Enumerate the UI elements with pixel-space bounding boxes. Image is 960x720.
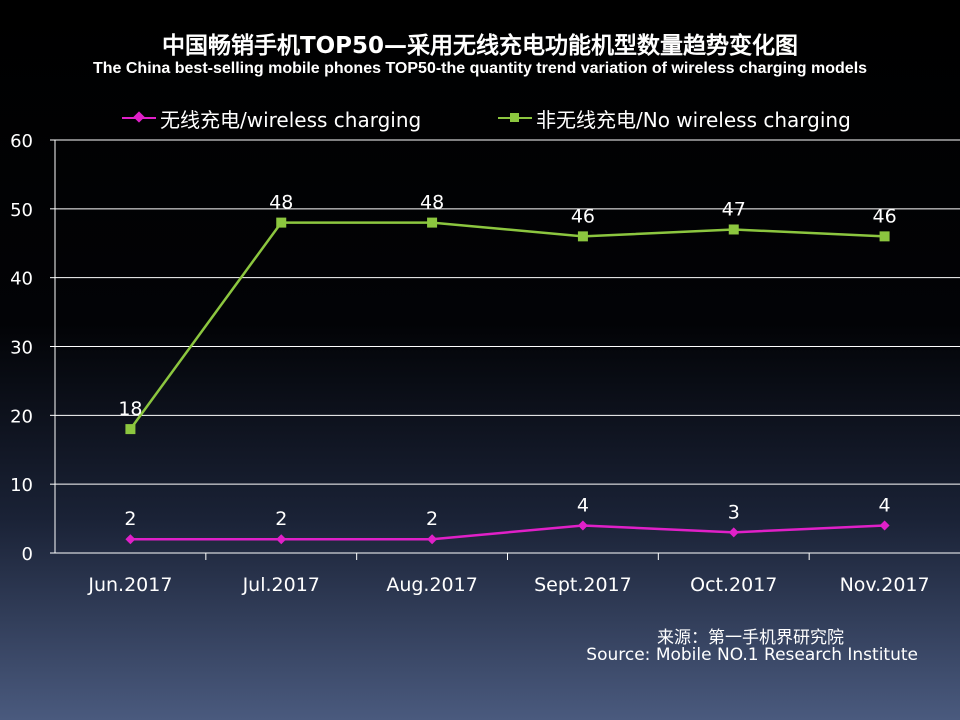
data-point-marker: [125, 534, 136, 545]
legend-line-wireless: [122, 111, 156, 123]
source-en: Source: Mobile NO.1 Research Institute: [586, 645, 918, 665]
x-tick-label: Nov.2017: [840, 574, 930, 596]
data-label: 46: [571, 205, 595, 227]
source-cn: 来源：第一手机界研究院: [657, 628, 844, 648]
data-label: 46: [872, 205, 896, 227]
chart-title-en: The China best-selling mobile phones TOP…: [92, 60, 868, 77]
y-tick-label: 50: [10, 200, 33, 221]
x-tick-label: Jul.2017: [242, 574, 320, 596]
series-line-1: [129, 221, 885, 430]
data-label: 48: [269, 192, 293, 214]
data-point-marker: [276, 217, 287, 228]
series-line-0: [130, 524, 885, 541]
data-label: 2: [426, 508, 438, 530]
y-tick-label: 30: [10, 338, 33, 359]
data-label: 3: [728, 501, 740, 523]
data-point-marker: [879, 520, 890, 531]
data-point-marker: [276, 534, 287, 545]
y-tick-label: 0: [22, 544, 33, 565]
legend: 无线充电/wireless charging 非无线充电/No wireless…: [0, 104, 960, 132]
data-point-marker: [125, 424, 136, 435]
y-tick-label: 10: [10, 475, 33, 496]
data-point-marker: [427, 534, 438, 545]
legend-item-wireless: 无线充电/wireless charging: [122, 104, 421, 132]
legend-label-no-wireless: 非无线充电/No wireless charging: [536, 107, 851, 132]
data-label: 2: [124, 508, 136, 530]
data-point-marker: [427, 217, 438, 228]
data-point-marker: [728, 224, 739, 235]
y-tick-label: 20: [10, 406, 33, 427]
legend-item-no-wireless: 非无线充电/No wireless charging: [498, 104, 851, 132]
data-label: 4: [577, 494, 589, 516]
data-label: 48: [420, 192, 444, 214]
data-label: 18: [118, 398, 142, 420]
data-point-marker: [879, 231, 890, 242]
y-tick-label: 60: [10, 131, 33, 152]
x-tick-label: Sept.2017: [534, 574, 632, 596]
legend-label-wireless: 无线充电/wireless charging: [160, 107, 422, 132]
data-point-marker: [577, 520, 588, 531]
x-tick-label: Oct.2017: [690, 574, 777, 596]
data-point-marker: [577, 231, 588, 242]
data-label: 4: [879, 494, 891, 516]
square-marker-icon: [510, 113, 519, 122]
data-point-marker: [728, 527, 739, 538]
x-tick-label: Aug.2017: [386, 574, 478, 596]
legend-line-no-wireless: [498, 113, 532, 122]
y-tick-label: 40: [10, 269, 33, 290]
data-label: 2: [275, 508, 287, 530]
chart-title-cn: 中国畅销手机TOP50—采用无线充电功能机型数量趋势变化图: [161, 33, 799, 59]
x-tick-label: Jun.2017: [87, 574, 172, 596]
data-label: 47: [722, 198, 746, 220]
